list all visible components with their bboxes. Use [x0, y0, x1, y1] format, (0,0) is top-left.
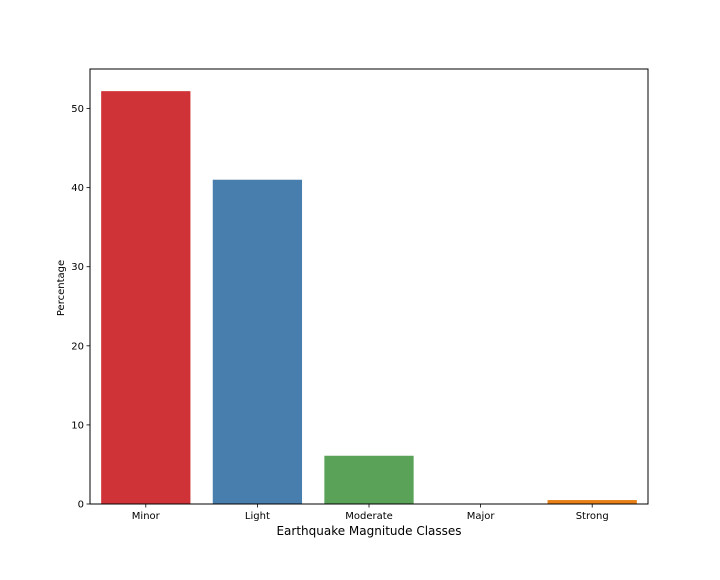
x-axis-label: Earthquake Magnitude Classes	[276, 524, 461, 538]
y-tick-label: 0	[78, 500, 84, 511]
bar-light	[212, 179, 303, 505]
y-tick-label: 50	[71, 104, 84, 115]
x-tick-label: Major	[467, 511, 496, 522]
x-tick-label: Minor	[132, 511, 161, 522]
bar-moderate	[324, 455, 414, 504]
y-tick-label: 30	[71, 262, 84, 273]
bar-minor	[101, 91, 191, 505]
y-tick-label: 20	[71, 341, 84, 352]
bars-layer	[101, 91, 637, 505]
y-tick-label: 40	[71, 183, 84, 194]
y-axis: 0 10 20 30 40 50	[71, 104, 90, 511]
x-tick-label: Moderate	[345, 511, 393, 522]
x-tick-label: Strong	[576, 511, 609, 522]
y-tick-label: 10	[71, 420, 84, 431]
y-axis-label: Percentage	[56, 260, 67, 316]
x-tick-label: Light	[245, 511, 270, 522]
bar-strong	[547, 500, 637, 504]
x-axis: Minor Light Moderate Major Strong	[132, 504, 609, 522]
